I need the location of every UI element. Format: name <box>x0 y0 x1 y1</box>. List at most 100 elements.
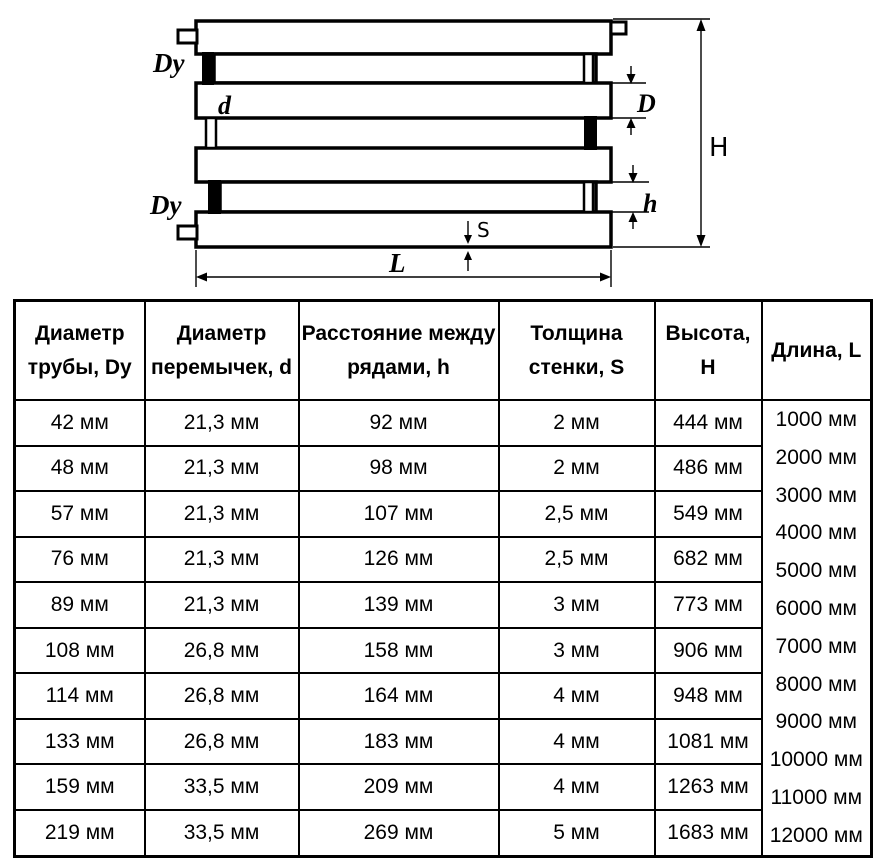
table-cell: 92 мм <box>297 399 500 447</box>
jumpers-outline <box>204 52 595 214</box>
table-cell: 209 мм <box>297 763 500 811</box>
table-cell: 1081 мм <box>653 717 763 766</box>
table-cell: 26,8 мм <box>143 672 300 720</box>
table-cell: 444 мм <box>653 399 763 447</box>
table-cell: 33,5 мм <box>143 763 300 811</box>
table-row: 159 мм 33,5 мм 209 мм 4 мм 1263 мм <box>13 763 872 811</box>
table-cell: 3 мм <box>497 626 656 675</box>
table-cell: 21,3 мм <box>143 581 300 629</box>
table-cell: 89 мм <box>13 581 146 629</box>
inlet-stub <box>176 28 199 45</box>
table-cell: 549 мм <box>653 490 763 538</box>
table-cell: 948 мм <box>653 672 763 720</box>
table-cell: 21,3 мм <box>143 535 300 584</box>
table-cell: 164 мм <box>297 672 500 720</box>
label-L: L <box>388 248 406 278</box>
table-cell: 26,8 мм <box>143 717 300 766</box>
jumper <box>584 116 597 150</box>
table-cell: 219 мм <box>13 808 146 858</box>
header-jumper-diameter: Диаметр перемычек, d <box>143 299 300 401</box>
dimension-arrowheads <box>196 19 706 282</box>
header-row: Диаметр трубы, Dy Диаметр перемычек, d Р… <box>13 299 873 401</box>
header-pipe-diameter: Диаметр трубы, Dy <box>13 299 146 401</box>
header-length: Длина, L <box>760 299 873 401</box>
register-diagram: Dy d Dy D h H S L <box>0 0 882 295</box>
table-cell: 2,5 мм <box>497 490 656 538</box>
table-cell: 42 мм <box>13 399 146 447</box>
dimensions-table: Диаметр трубы, Dy Диаметр перемычек, d Р… <box>13 299 873 858</box>
table-cell: 2,5 мм <box>497 535 656 584</box>
table-cell: 57 мм <box>13 490 146 538</box>
table-cell: 159 мм <box>13 763 146 811</box>
length-options-cell: 1000 мм 2000 мм 3000 мм 4000 мм 5000 мм … <box>760 398 873 858</box>
table-row: 133 мм 26,8 мм 183 мм 4 мм 1081 мм <box>13 717 872 766</box>
table-cell: 4 мм <box>497 717 656 766</box>
pipe-row <box>194 210 613 249</box>
pipe-row <box>218 180 598 214</box>
table-row: 76 мм 21,3 мм 126 мм 2,5 мм 682 мм <box>13 535 872 584</box>
table-row: 89 мм 21,3 мм 139 мм 3 мм 773 мм <box>13 581 872 629</box>
jumpers-filled <box>202 52 597 214</box>
table-cell: 98 мм <box>297 444 500 493</box>
table-row: 219 мм 33,5 мм 269 мм 5 мм 1683 мм <box>13 808 872 858</box>
label-H: H <box>709 133 729 163</box>
table-cell: 682 мм <box>653 535 763 584</box>
label-D: D <box>636 89 656 118</box>
jumper <box>202 52 214 85</box>
label-dy-top: Dy <box>152 48 185 78</box>
table-cell: 21,3 мм <box>143 490 300 538</box>
table-row: 108 мм 26,8 мм 158 мм 3 мм 906 мм <box>13 626 872 675</box>
pipe-rows <box>194 19 613 249</box>
jumper <box>204 116 218 150</box>
outlet-stub <box>609 20 628 36</box>
table-cell: 133 мм <box>13 717 146 766</box>
header-row-spacing: Расстояние между рядами, h <box>297 299 500 401</box>
table-cell: 4 мм <box>497 672 656 720</box>
connection-stubs <box>176 20 628 241</box>
table-cell: 906 мм <box>653 626 763 675</box>
header-height: Высота, H <box>653 299 763 401</box>
table-header: Диаметр трубы, Dy Диаметр перемычек, d Р… <box>13 299 873 401</box>
table-cell: 4 мм <box>497 763 656 811</box>
table-cell: 773 мм <box>653 581 763 629</box>
jumper <box>208 180 221 214</box>
table-row: 114 мм 26,8 мм 164 мм 4 мм 948 мм <box>13 672 872 720</box>
table-cell: 114 мм <box>13 672 146 720</box>
table-cell: 2 мм <box>497 444 656 493</box>
table-cell: 1683 мм <box>653 808 763 858</box>
table-cell: 108 мм <box>13 626 146 675</box>
dimension-lines <box>195 18 710 287</box>
table-cell: 183 мм <box>297 717 500 766</box>
table-row: 48 мм 21,3 мм 98 мм 2 мм 486 мм <box>13 444 872 493</box>
jumper <box>582 180 595 214</box>
pipe-row <box>194 81 613 120</box>
table-cell: 107 мм <box>297 490 500 538</box>
label-dy-bottom: Dy <box>149 190 182 220</box>
table-cell: 33,5 мм <box>143 808 300 858</box>
table-cell: 2 мм <box>497 399 656 447</box>
table-cell: 76 мм <box>13 535 146 584</box>
table-cell: 158 мм <box>297 626 500 675</box>
table-body: 42 мм 21,3 мм 92 мм 2 мм 444 мм 1000 мм 2000 … <box>13 398 873 858</box>
inlet-stub <box>176 224 199 241</box>
pipe-row <box>212 52 598 85</box>
table-cell: 5 мм <box>497 808 656 858</box>
table-cell: 26,8 мм <box>143 626 300 675</box>
label-S: S <box>477 218 490 242</box>
pipe-row <box>194 146 613 184</box>
table-cell: 21,3 мм <box>143 399 300 447</box>
header-wall-thickness: Толщина стенки, S <box>497 299 656 401</box>
register-diagram-svg: Dy d Dy D h H S L <box>149 18 729 287</box>
table-cell: 486 мм <box>653 444 763 493</box>
table-cell: 126 мм <box>297 535 500 584</box>
table-cell: 3 мм <box>497 581 656 629</box>
jumper <box>582 52 595 85</box>
table-cell: 48 мм <box>13 444 146 493</box>
table-cell: 139 мм <box>297 581 500 629</box>
label-d: d <box>218 91 232 120</box>
table-cell: 269 мм <box>297 808 500 858</box>
label-h: h <box>643 189 657 218</box>
table-row: 42 мм 21,3 мм 92 мм 2 мм 444 мм 1000 мм 2000 … <box>13 398 873 858</box>
table-cell: 1263 мм <box>653 763 763 811</box>
